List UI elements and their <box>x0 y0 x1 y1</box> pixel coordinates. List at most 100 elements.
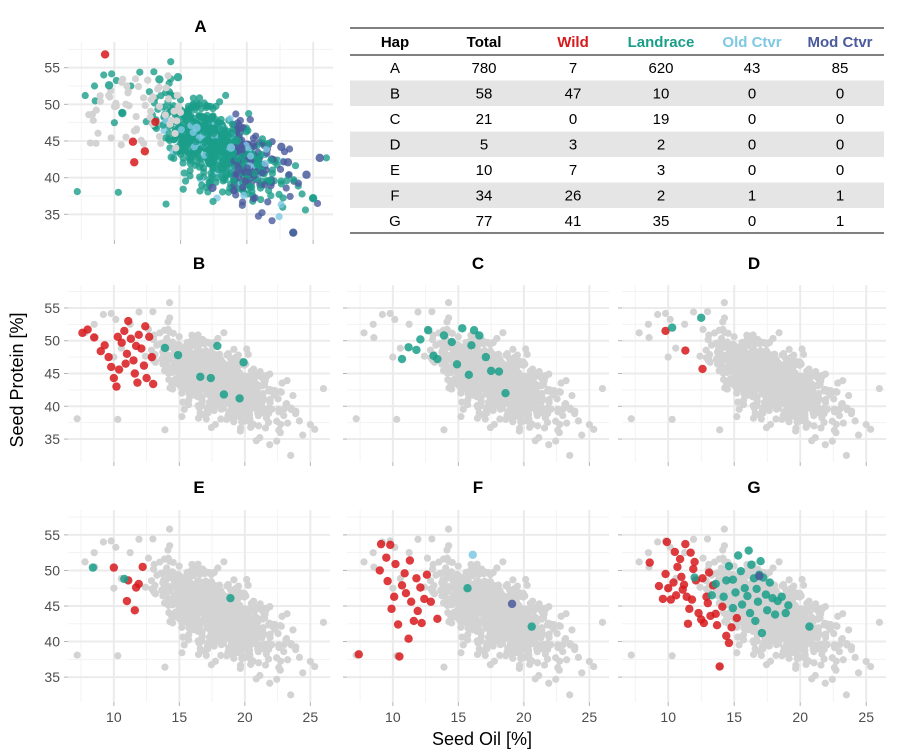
background-point <box>275 426 283 434</box>
panel-D: D <box>618 254 886 466</box>
background-point <box>458 398 466 406</box>
background-point <box>719 363 727 371</box>
background-point <box>248 607 256 615</box>
background-point <box>173 117 181 125</box>
background-point <box>189 341 198 350</box>
y-tick-label: 55 <box>44 300 60 316</box>
background-point <box>322 154 330 162</box>
background-point <box>803 374 811 382</box>
haplotype-point-wild <box>109 563 119 572</box>
background-point <box>769 334 777 343</box>
background-point <box>207 395 215 403</box>
background-point <box>838 399 846 408</box>
background-point <box>278 379 286 387</box>
background-point <box>160 326 169 334</box>
background-point <box>166 618 174 626</box>
background-point <box>352 415 360 423</box>
background-point <box>194 566 202 575</box>
background-point <box>264 640 272 648</box>
background-point <box>729 344 737 352</box>
background-point <box>520 393 528 402</box>
ungrouped-points <box>85 72 185 152</box>
background-point <box>470 355 478 364</box>
background-point <box>627 415 635 423</box>
haplotype-point-landrace <box>206 373 215 383</box>
background-point <box>735 351 744 359</box>
background-point <box>464 396 472 404</box>
background-point <box>486 395 494 403</box>
panel-title: E <box>193 478 204 497</box>
background-point <box>172 144 180 152</box>
background-point <box>774 404 783 412</box>
haplotype-point-landrace <box>404 343 413 352</box>
haplotype-point-wild <box>96 347 105 356</box>
background-point <box>176 108 185 116</box>
haplotype-point-wild <box>122 596 132 606</box>
background-point <box>167 153 175 161</box>
background-point <box>715 326 723 334</box>
background-point <box>507 414 515 422</box>
haplotype-point-landrace <box>219 390 229 399</box>
background-point <box>135 308 143 316</box>
background-point <box>282 399 291 408</box>
background-point <box>86 139 95 147</box>
panel-title: A <box>194 17 206 36</box>
background-point <box>211 350 219 359</box>
background-point <box>185 631 193 639</box>
background-point <box>151 590 160 598</box>
background-point <box>73 415 81 423</box>
background-point <box>164 574 172 582</box>
background-point <box>559 405 567 413</box>
background-point <box>248 183 256 191</box>
background-point <box>515 427 523 435</box>
background-point <box>541 371 549 380</box>
background-point <box>822 398 830 407</box>
haplotype-point-landrace <box>667 323 677 332</box>
background-point <box>211 384 219 392</box>
background-point <box>207 661 215 669</box>
background-point <box>219 142 227 150</box>
background-point <box>239 641 247 649</box>
background-point <box>217 651 225 659</box>
background-point <box>459 405 467 413</box>
background-point <box>464 385 473 393</box>
background-point <box>202 338 211 346</box>
haplotype-point-wild <box>104 352 113 362</box>
background-point <box>696 352 704 360</box>
background-point <box>477 359 486 367</box>
background-point <box>585 421 593 429</box>
background-point <box>820 387 828 395</box>
background-point <box>731 359 739 367</box>
background-point <box>817 424 825 432</box>
background-point <box>176 371 184 379</box>
background-point <box>420 352 429 360</box>
background-point <box>202 651 210 659</box>
background-point <box>225 363 233 371</box>
background-point <box>232 369 240 377</box>
haplotype-point-wild <box>661 326 670 336</box>
background-point <box>90 549 98 557</box>
background-point <box>780 398 788 406</box>
background-point <box>277 657 285 665</box>
background-point <box>150 560 158 568</box>
background-point <box>165 525 174 533</box>
background-point <box>217 594 225 603</box>
background-point <box>730 333 738 341</box>
background-point <box>255 381 263 390</box>
background-point <box>232 627 240 636</box>
background-point <box>455 371 463 379</box>
background-point <box>258 135 266 143</box>
background-point <box>797 360 805 368</box>
background-point <box>819 405 827 413</box>
background-point <box>207 629 215 637</box>
background-point <box>812 367 820 376</box>
background-point <box>147 107 155 115</box>
background-point <box>225 398 233 406</box>
background-point <box>804 420 813 428</box>
background-point <box>73 188 81 196</box>
haplotype-point-wild <box>90 333 99 342</box>
background-point <box>254 659 263 667</box>
y-tick-label: 40 <box>44 398 60 414</box>
y-tick-label: 40 <box>44 634 60 650</box>
background-point <box>170 591 178 599</box>
